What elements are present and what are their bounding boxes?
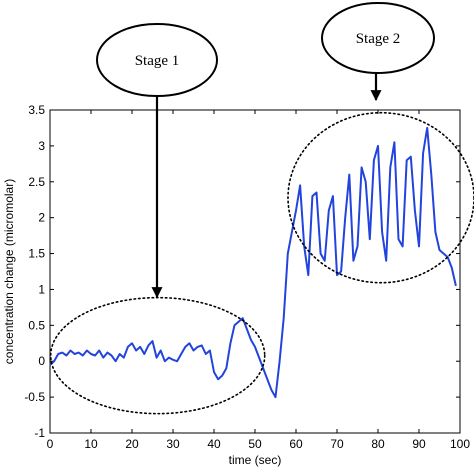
y-tick-label: 1 — [38, 282, 45, 296]
plot-area-frame — [49, 109, 461, 434]
y-tick-label: 0.5 — [28, 318, 45, 332]
y-axis-label: concentration change (micromolar) — [2, 179, 16, 364]
y-tick-label: -1 — [34, 426, 45, 440]
y-tick-label: 3 — [38, 139, 45, 153]
stage-2-callout-label: Stage 2 — [356, 31, 401, 47]
x-tick-label: 80 — [371, 437, 385, 451]
y-tick-label: -0.5 — [24, 390, 45, 404]
x-tick-label: 70 — [330, 437, 344, 451]
x-tick-label: 10 — [84, 437, 98, 451]
y-tick-label: 2.5 — [28, 175, 45, 189]
x-tick-label: 90 — [412, 437, 426, 451]
data-line — [49, 126, 457, 399]
x-tick-label: 60 — [289, 437, 303, 451]
y-tick-label: 0 — [38, 354, 45, 368]
x-tick-label: 20 — [125, 437, 139, 451]
x-tick-label: 30 — [166, 437, 180, 451]
x-tick-label: 0 — [47, 437, 54, 451]
stage-2-callout-bubble — [321, 2, 435, 74]
x-axis-label: time (sec) — [229, 453, 282, 467]
y-tick-label: 2 — [38, 211, 45, 225]
y-tick-label: 3.5 — [28, 103, 45, 117]
stage-1-callout-label: Stage 1 — [135, 53, 180, 69]
x-tick-label: 100 — [450, 437, 470, 451]
stage-2-ellipse — [287, 111, 474, 284]
x-tick-label: 40 — [207, 437, 221, 451]
x-tick-label: 50 — [248, 437, 262, 451]
y-tick-label: 1.5 — [28, 247, 45, 261]
